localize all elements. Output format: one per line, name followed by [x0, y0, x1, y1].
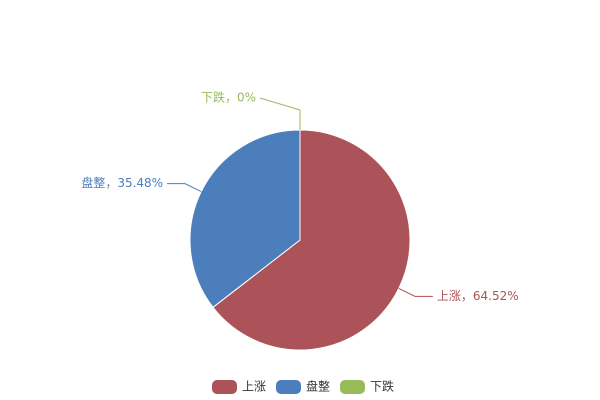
label-line — [167, 183, 202, 192]
data-label: 盘整，35.48% — [81, 175, 163, 190]
label-line — [398, 288, 433, 297]
legend-label: 盘整 — [306, 379, 330, 394]
pie-slice — [189, 129, 301, 309]
legend-swatch — [276, 380, 301, 394]
data-label: 下跌，0% — [201, 90, 256, 105]
legend-swatch — [212, 380, 237, 394]
legend-label: 上涨 — [242, 379, 266, 394]
legend-label: 下跌 — [370, 379, 394, 394]
legend-swatch — [340, 380, 365, 394]
data-label: 上涨，64.52% — [437, 288, 519, 303]
label-line — [259, 97, 301, 130]
